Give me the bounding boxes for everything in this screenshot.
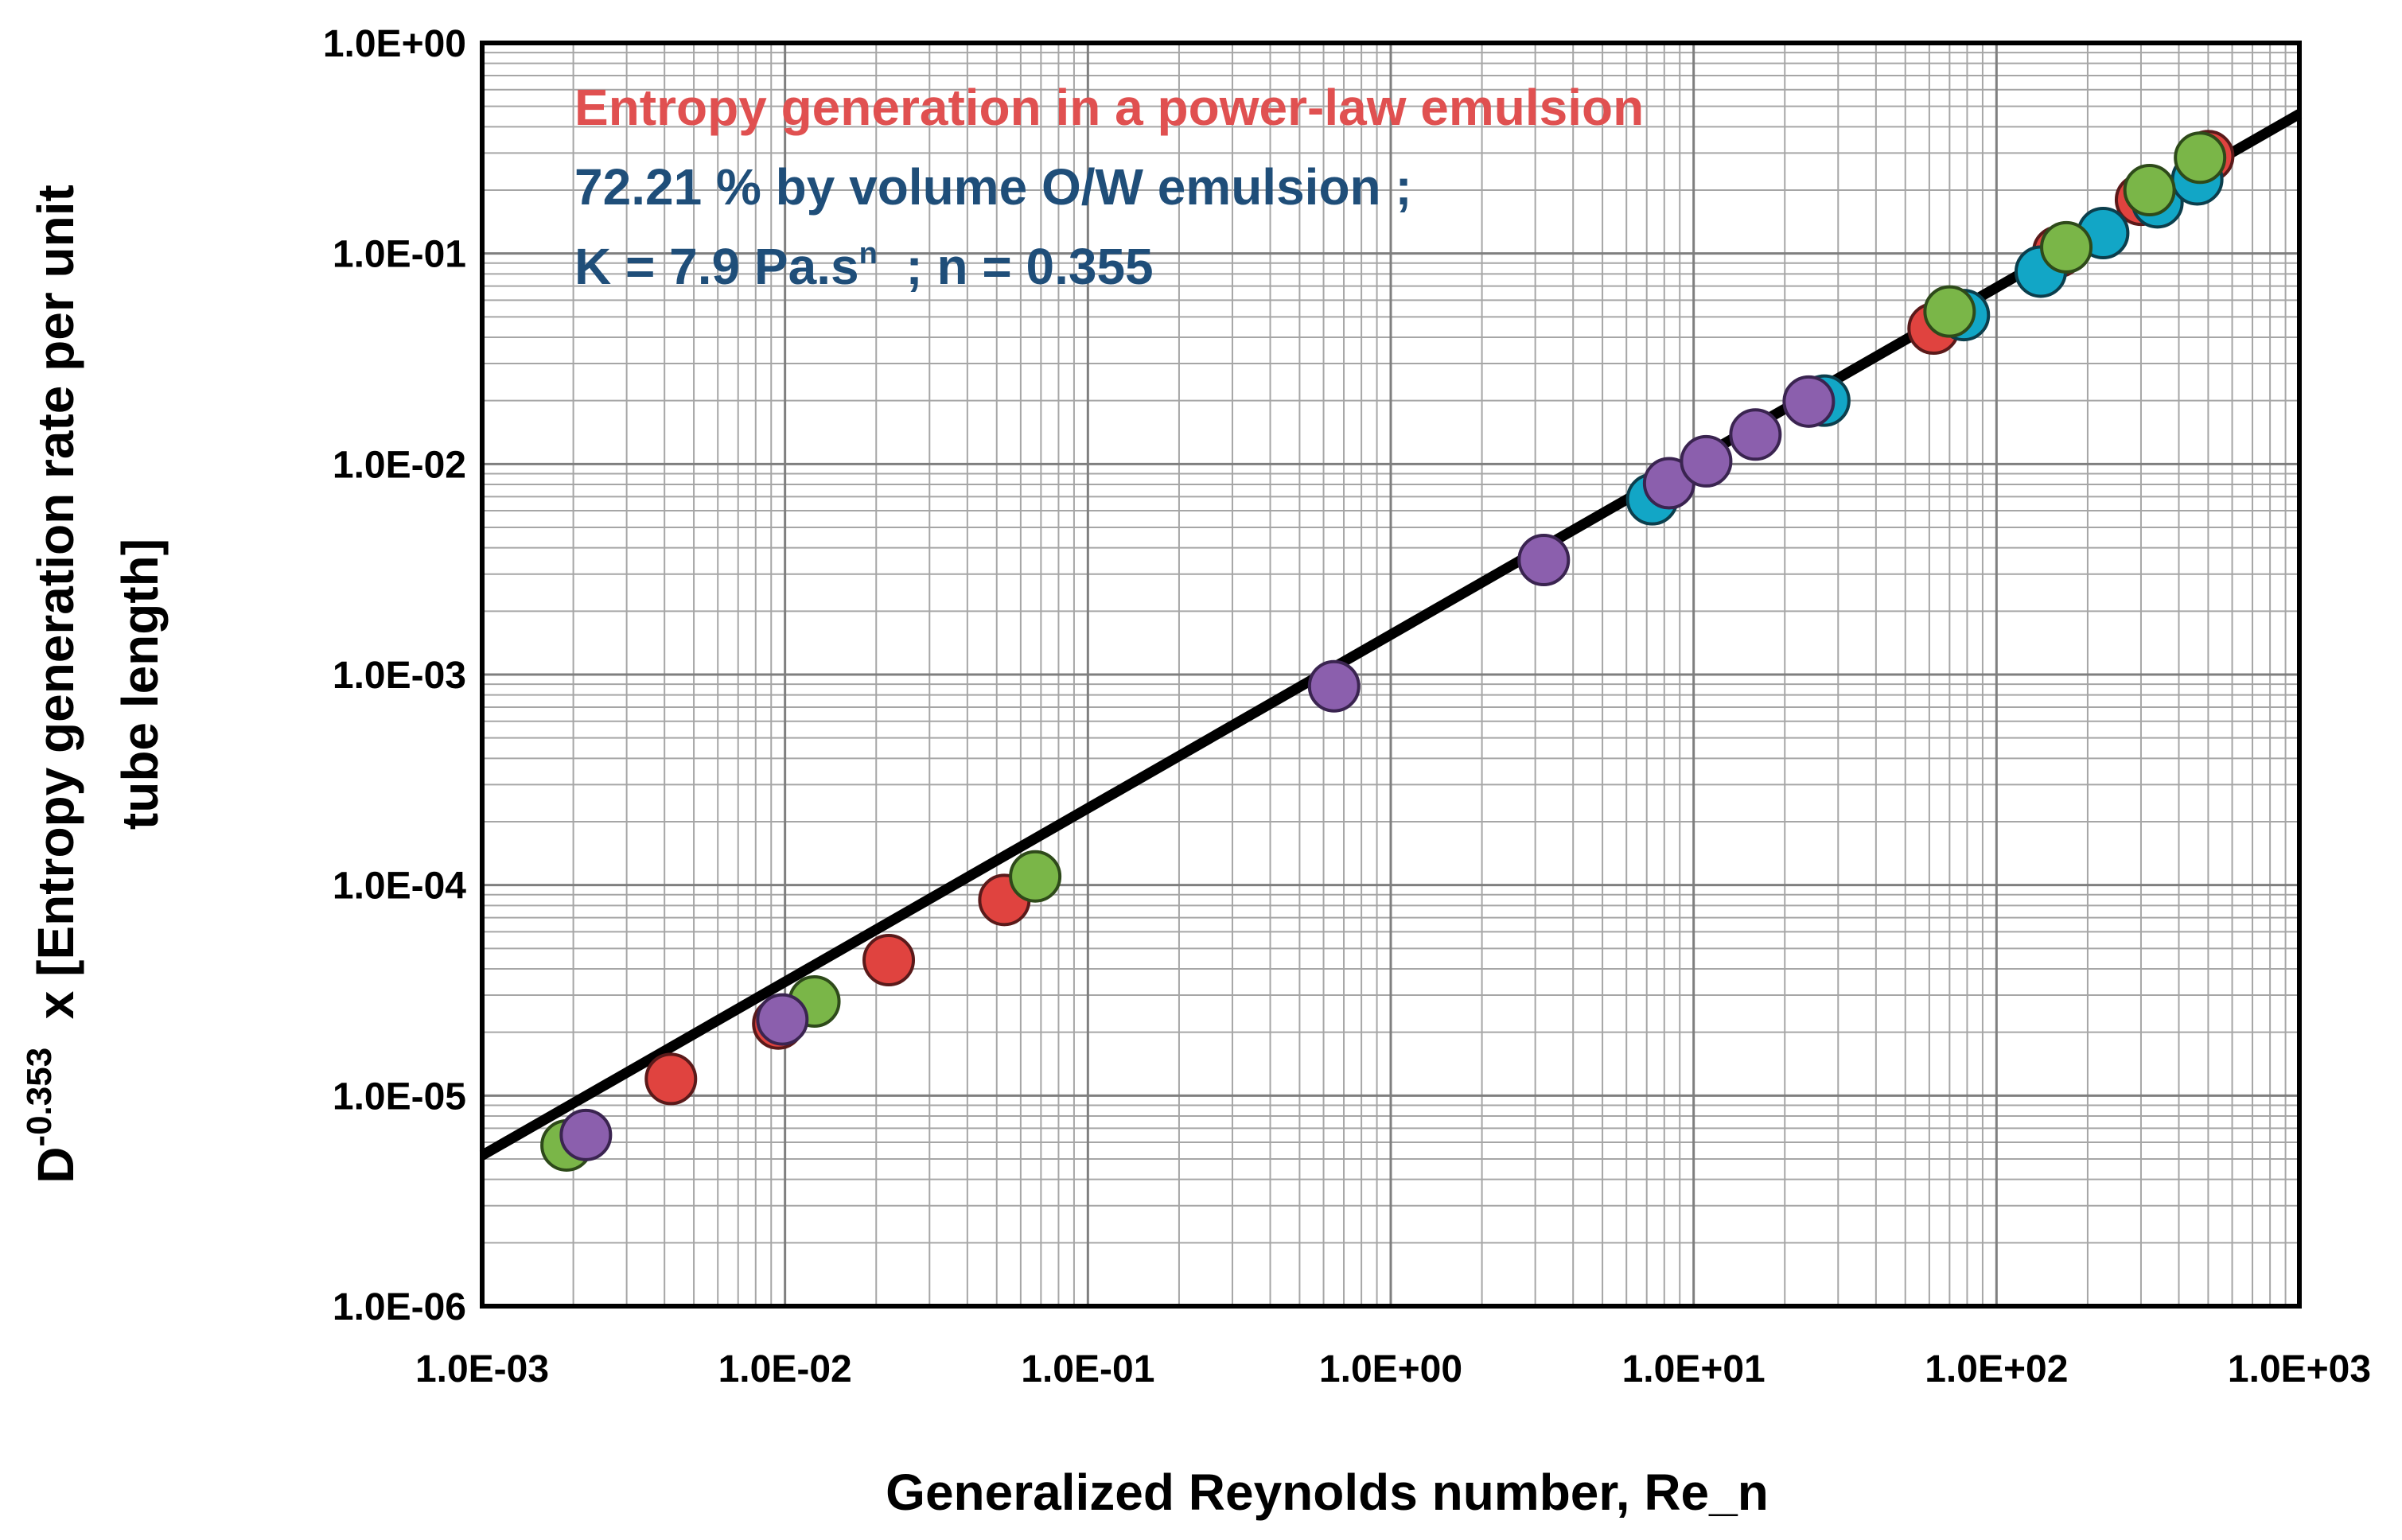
x-tick-label: 1.0E-01: [1021, 1348, 1154, 1390]
data-point-green: [2174, 131, 2227, 185]
data-point-red: [644, 1052, 698, 1106]
data-point-red: [862, 934, 916, 987]
annotation-n-value: ; n = 0.355: [878, 238, 1154, 295]
chart-title: Entropy generation in a power-law emulsi…: [574, 79, 1644, 136]
y-tick-label: 1.0E-01: [333, 234, 466, 276]
y-tick-label: 1.0E-04: [333, 865, 466, 908]
y-axis-title-prefix: D: [27, 1147, 84, 1184]
series-purple: [559, 375, 1836, 1161]
data-point-purple: [1517, 534, 1571, 587]
annotation-volume: 72.21 % by volume O/W emulsion ;: [574, 158, 1412, 216]
x-tick-label: 1.0E-03: [415, 1348, 549, 1390]
y-axis-title-line2: tube length]: [111, 539, 169, 830]
y-axis-title-line1: D-0.353 x [Entropy generation rate per u…: [20, 185, 84, 1184]
data-point-purple: [756, 993, 809, 1046]
y-axis-title-text: x [Entropy generation rate per unit: [27, 185, 84, 1048]
y-tick-label: 1.0E-03: [333, 655, 466, 697]
data-point-purple: [1782, 375, 1836, 428]
y-tick-label: 1.0E-02: [333, 444, 466, 486]
x-axis-title: Generalized Reynolds number, Re_n: [886, 1464, 1769, 1521]
major-gridlines: [481, 41, 2301, 1308]
data-point-green: [2123, 163, 2176, 216]
data-point-green: [1923, 285, 1976, 338]
y-tick-label: 1.0E-06: [333, 1286, 466, 1328]
data-point-purple: [1680, 434, 1733, 488]
x-tick-label: 1.0E+02: [1925, 1348, 2068, 1390]
data-point-purple: [1307, 659, 1361, 713]
data-point-purple: [559, 1108, 613, 1161]
x-tick-label: 1.0E-02: [718, 1348, 852, 1390]
data-point-green: [2040, 220, 2093, 274]
y-axis-title-exponent: -0.353: [20, 1048, 59, 1147]
data-points: [540, 130, 2235, 1172]
data-point-green: [1009, 850, 1062, 903]
x-tick-label: 1.0E+01: [1622, 1348, 1765, 1390]
plot-area-border: [480, 41, 2302, 1309]
annotation-k-exponent: n: [859, 237, 878, 270]
x-axis-tick-labels: 1.0E-03 1.0E-02 1.0E-01 1.0E+00 1.0E+01 1.0E+…: [415, 1348, 2371, 1390]
y-axis-tick-labels: 1.0E+00 1.0E-01 1.0E-02 1.0E-03 1.0E-04 1.0E-…: [323, 23, 466, 1328]
y-tick-label: 1.0E-05: [333, 1075, 466, 1118]
x-tick-label: 1.0E+03: [2228, 1348, 2371, 1390]
data-point-purple: [1729, 408, 1782, 461]
annotation-k-value: K = 7.9 Pa.s: [574, 238, 859, 295]
annotation-parameters: K = 7.9 Pa.sn ; n = 0.355: [574, 237, 1154, 295]
x-tick-label: 1.0E+00: [1319, 1348, 1462, 1390]
power-law-fit-line: [479, 109, 2303, 1161]
y-tick-label: 1.0E+00: [323, 23, 466, 65]
y-axis-title: D-0.353 x [Entropy generation rate per u…: [20, 185, 169, 1184]
